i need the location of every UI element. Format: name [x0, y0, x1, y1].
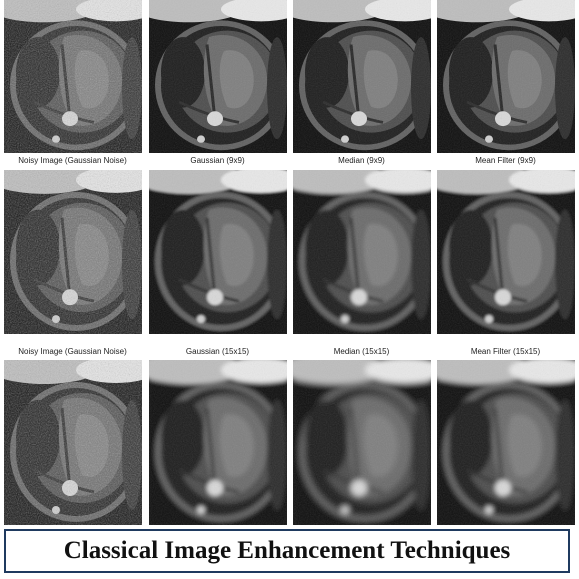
- mri-tile: [4, 0, 142, 153]
- mri-image: [437, 170, 575, 334]
- tile-label: Mean Filter (15x15): [470, 347, 541, 356]
- banner-title: Classical Image Enhancement Techniques: [63, 537, 511, 564]
- mri-image: [149, 170, 287, 334]
- tile-label: Median (9x9): [338, 156, 385, 165]
- mri-image: [149, 0, 287, 153]
- mri-image: [4, 0, 142, 153]
- tile-label: Mean Filter (9x9): [475, 156, 536, 165]
- mri-image: [293, 170, 431, 334]
- mri-tile: [293, 360, 431, 525]
- mri-tile: [4, 360, 142, 525]
- mri-image: [437, 0, 575, 153]
- mri-image: [4, 170, 142, 334]
- image-grid: Noisy Image (Gaussian Noise) Gaussian (9…: [4, 0, 575, 525]
- tile-label: Gaussian (15x15): [185, 347, 250, 356]
- mri-tile: [437, 170, 575, 334]
- mri-tile: [4, 170, 142, 334]
- mri-image: [4, 360, 142, 525]
- mri-tile: [293, 0, 431, 153]
- mri-tile: [149, 360, 287, 525]
- mri-tile: [437, 360, 575, 525]
- title-banner: Classical Image Enhancement Techniques: [4, 529, 570, 573]
- tile-label: Median (15x15): [333, 347, 390, 356]
- mri-image: [293, 0, 431, 153]
- tile-label: Noisy Image (Gaussian Noise): [18, 347, 127, 356]
- tile-label: Noisy Image (Gaussian Noise): [18, 156, 127, 165]
- mri-image: [293, 360, 431, 525]
- mri-tile: [149, 170, 287, 334]
- mri-image: [437, 360, 575, 525]
- mri-tile: [149, 0, 287, 153]
- mri-tile: [437, 0, 575, 153]
- mri-image: [149, 360, 287, 525]
- mri-tile: [293, 170, 431, 334]
- tile-label: Gaussian (9x9): [190, 156, 245, 165]
